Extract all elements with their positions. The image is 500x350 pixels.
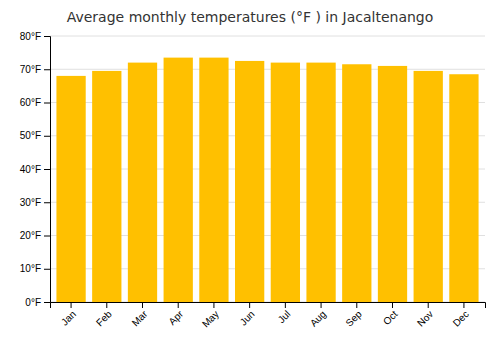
- x-tick-label: Dec: [451, 308, 471, 328]
- bar: [235, 61, 264, 302]
- x-tick: Jan: [59, 302, 78, 328]
- y-tick: 40°F: [20, 164, 50, 175]
- x-tick-mark: [428, 302, 429, 308]
- y-tick-mark: [44, 236, 50, 237]
- y-tick-label: 30°F: [20, 197, 41, 208]
- x-tick-label: Mar: [130, 308, 150, 328]
- x-tick-mark: [463, 302, 464, 308]
- y-tick: 20°F: [20, 230, 50, 241]
- x-tick: Aug: [308, 302, 328, 329]
- bar: [128, 63, 157, 302]
- x-tick-label: Oct: [381, 308, 400, 327]
- x-tick-label: Sep: [343, 308, 364, 329]
- y-axis: 0°F 10°F 20°F 30°F 40°F 50°F 60°F 70°F 80°F: [20, 31, 51, 308]
- x-tick: May: [200, 302, 221, 330]
- x-axis: Jan Feb Mar Apr May Jun Jul Aug Sep Oct Nov Dec: [51, 302, 486, 330]
- x-tick-label: Apr: [167, 308, 186, 327]
- y-tick-label: 40°F: [20, 164, 41, 175]
- y-tick-mark: [44, 302, 50, 303]
- x-axis-line: [51, 303, 486, 309]
- x-tick: Sep: [343, 302, 364, 329]
- x-tick-label: May: [200, 308, 221, 329]
- x-tick-mark: [321, 302, 322, 308]
- x-tick-label: Jun: [238, 308, 257, 327]
- y-tick-mark: [44, 202, 50, 203]
- title: Average monthly temperatures (°F ) in Ja…: [67, 9, 434, 25]
- x-tick-label: Jan: [59, 308, 78, 327]
- x-tick-label: Nov: [415, 308, 435, 328]
- x-tick-mark: [356, 302, 357, 308]
- x-tick-mark: [106, 302, 107, 308]
- x-tick-label: Jul: [276, 308, 293, 325]
- x-tick-mark: [392, 302, 393, 308]
- bar: [449, 74, 478, 302]
- chart: 0°F 10°F 20°F 30°F 40°F 50°F 60°F 70°F 80°F Jan Fe…: [0, 0, 500, 350]
- y-tick: 0°F: [25, 297, 50, 308]
- x-tick-mark: [71, 302, 72, 308]
- bar: [414, 71, 443, 302]
- x-tick-mark: [213, 302, 214, 308]
- bar: [271, 63, 300, 302]
- y-tick: 70°F: [20, 64, 50, 75]
- y-tick-mark: [44, 103, 50, 104]
- y-tick-label: 70°F: [20, 64, 41, 75]
- y-tick-label: 60°F: [20, 97, 41, 108]
- bar: [199, 58, 228, 302]
- bar: [56, 76, 85, 302]
- y-tick-label: 10°F: [20, 263, 41, 274]
- x-tick-label: Feb: [94, 308, 114, 328]
- x-tick-mark: [285, 302, 286, 308]
- bar: [92, 71, 121, 302]
- grid-line: [50, 36, 485, 37]
- y-tick-mark: [44, 269, 50, 270]
- y-tick-mark: [44, 36, 50, 37]
- y-tick-label: 20°F: [20, 230, 41, 241]
- y-tick-mark: [44, 69, 50, 70]
- x-tick: Oct: [381, 302, 400, 327]
- y-axis-line: [44, 37, 51, 303]
- x-tick-label: Aug: [308, 308, 328, 328]
- bars: [56, 58, 478, 302]
- bar: [378, 66, 407, 302]
- grid: [50, 36, 485, 302]
- y-tick: 30°F: [20, 197, 50, 208]
- bar: [306, 63, 335, 302]
- bar: [164, 58, 193, 302]
- x-tick: Jul: [276, 302, 293, 325]
- x-tick-mark: [178, 302, 179, 308]
- y-tick-label: 0°F: [25, 297, 41, 308]
- plot: 0°F 10°F 20°F 30°F 40°F 50°F 60°F 70°F 80°F Jan Fe…: [20, 31, 486, 330]
- y-tick-label: 50°F: [20, 130, 41, 141]
- y-tick: 50°F: [20, 130, 50, 141]
- grid-line: [50, 69, 485, 70]
- x-tick: Apr: [167, 302, 186, 327]
- y-tick: 60°F: [20, 97, 50, 108]
- x-tick: Dec: [451, 302, 471, 329]
- x-tick: Mar: [130, 302, 150, 328]
- bar: [342, 64, 371, 302]
- x-tick: Feb: [94, 302, 114, 328]
- x-tick-mark: [142, 302, 143, 308]
- y-tick-mark: [44, 136, 50, 137]
- x-tick: Nov: [415, 302, 435, 329]
- y-tick-label: 80°F: [20, 31, 41, 42]
- x-tick: Jun: [238, 302, 257, 328]
- y-tick: 10°F: [20, 263, 50, 274]
- y-tick: 80°F: [20, 31, 50, 42]
- y-tick-mark: [44, 169, 50, 170]
- x-tick-mark: [249, 302, 250, 308]
